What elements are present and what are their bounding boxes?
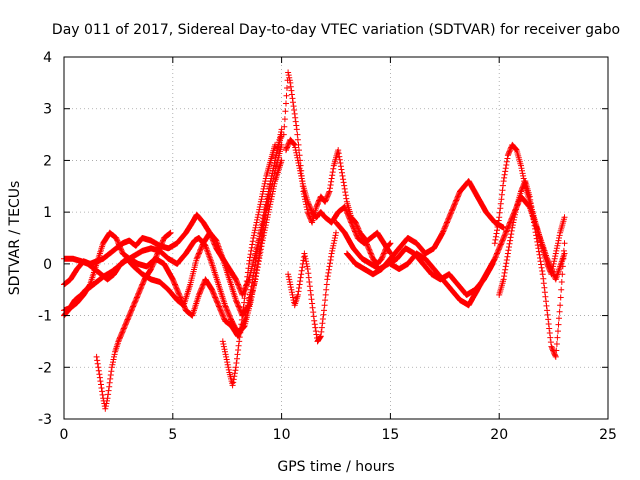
y-tick-label: 1 bbox=[43, 205, 52, 221]
x-tick-label: 20 bbox=[490, 427, 508, 443]
series-peak-evening bbox=[491, 141, 568, 278]
series-markers bbox=[93, 229, 174, 412]
y-tick-label: -2 bbox=[38, 360, 52, 376]
x-tick-label: 25 bbox=[599, 427, 617, 443]
y-tick-label: 3 bbox=[43, 102, 52, 118]
series-peak-main bbox=[280, 69, 394, 267]
series-dip-morning bbox=[219, 141, 279, 389]
x-tick-label: 10 bbox=[273, 427, 291, 443]
y-tick-label: -3 bbox=[38, 412, 52, 428]
x-tick-label: 5 bbox=[168, 427, 177, 443]
series-markers bbox=[219, 141, 279, 389]
series-markers bbox=[285, 229, 339, 345]
series-markers bbox=[280, 69, 394, 267]
series-dip-noon bbox=[285, 229, 339, 345]
data-series bbox=[61, 69, 568, 412]
series-track-afternoon-b bbox=[343, 178, 507, 278]
x-tick-label: 0 bbox=[60, 427, 69, 443]
tick-labels: 0 5 10 15 20 25 -3 -2 -1 0 1 2 3 4 bbox=[38, 50, 617, 443]
series-dip-early bbox=[93, 229, 174, 412]
series-markers bbox=[343, 178, 507, 278]
x-tick-label: 15 bbox=[381, 427, 399, 443]
y-tick-label: -1 bbox=[38, 309, 52, 325]
chart-title: Day 011 of 2017, Sidereal Day-to-day VTE… bbox=[52, 22, 620, 38]
y-tick-label: 0 bbox=[43, 257, 52, 273]
x-axis-title: GPS time / hours bbox=[277, 459, 394, 475]
series-dip-evening bbox=[496, 178, 568, 360]
series-markers bbox=[283, 136, 394, 257]
y-tick-label: 4 bbox=[43, 50, 52, 66]
series-markers bbox=[496, 178, 568, 360]
axis-ticks bbox=[63, 56, 609, 420]
series-peak-secondary bbox=[283, 136, 394, 257]
y-tick-label: 2 bbox=[43, 153, 52, 169]
plot-frame bbox=[63, 56, 609, 420]
y-axis-title: SDTVAR / TECUs bbox=[7, 181, 23, 296]
series-markers bbox=[491, 141, 568, 278]
